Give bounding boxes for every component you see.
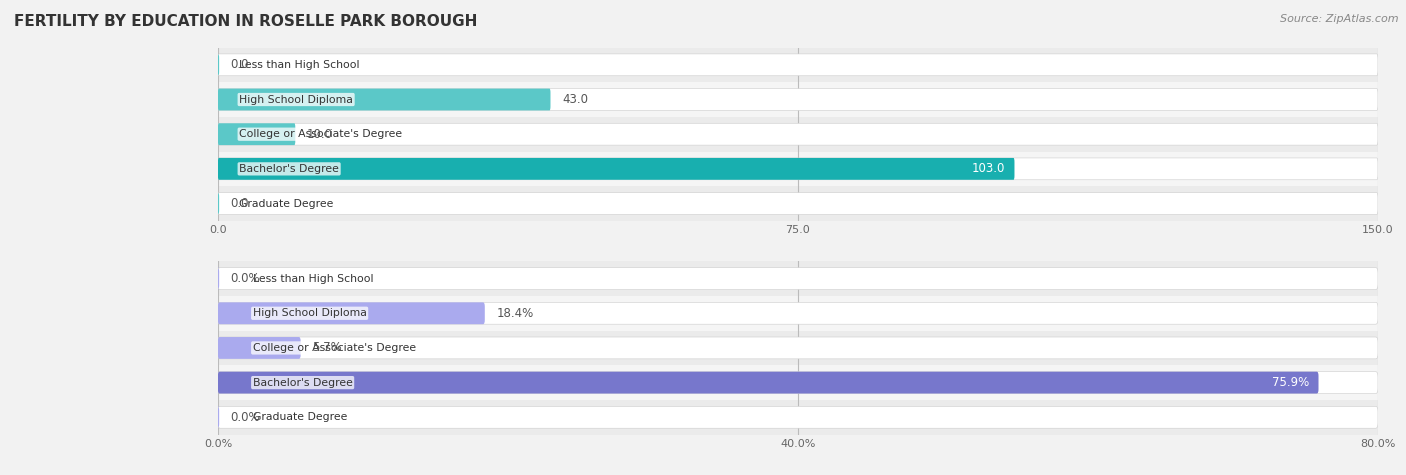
FancyBboxPatch shape (218, 407, 1378, 428)
Text: College or Associate's Degree: College or Associate's Degree (239, 129, 402, 139)
Text: High School Diploma: High School Diploma (253, 308, 367, 318)
Text: College or Associate's Degree: College or Associate's Degree (253, 343, 416, 353)
Text: 18.4%: 18.4% (496, 307, 533, 320)
FancyBboxPatch shape (218, 337, 301, 359)
Text: 0.0%: 0.0% (231, 411, 260, 424)
Bar (218, 261, 1378, 296)
FancyBboxPatch shape (218, 372, 1319, 393)
Text: Less than High School: Less than High School (239, 60, 360, 70)
FancyBboxPatch shape (218, 337, 1378, 359)
Bar (218, 186, 1378, 221)
FancyBboxPatch shape (218, 158, 1015, 180)
FancyBboxPatch shape (218, 268, 219, 289)
FancyBboxPatch shape (218, 303, 1378, 324)
Bar (218, 48, 1378, 82)
Text: Less than High School: Less than High School (253, 274, 373, 284)
Text: 75.9%: 75.9% (1272, 376, 1309, 389)
FancyBboxPatch shape (218, 89, 1378, 110)
FancyBboxPatch shape (218, 303, 485, 324)
Text: FERTILITY BY EDUCATION IN ROSELLE PARK BOROUGH: FERTILITY BY EDUCATION IN ROSELLE PARK B… (14, 14, 478, 29)
FancyBboxPatch shape (218, 54, 1378, 76)
Text: Bachelor's Degree: Bachelor's Degree (253, 378, 353, 388)
Text: Graduate Degree: Graduate Degree (253, 412, 347, 422)
Text: 0.0%: 0.0% (231, 272, 260, 285)
FancyBboxPatch shape (218, 372, 1378, 393)
FancyBboxPatch shape (218, 124, 1378, 145)
Bar (218, 82, 1378, 117)
FancyBboxPatch shape (218, 193, 1378, 214)
Text: Source: ZipAtlas.com: Source: ZipAtlas.com (1281, 14, 1399, 24)
Text: 0.0: 0.0 (231, 197, 249, 210)
Bar (218, 365, 1378, 400)
FancyBboxPatch shape (218, 89, 551, 110)
FancyBboxPatch shape (218, 268, 1378, 289)
Text: 10.0: 10.0 (307, 128, 333, 141)
Bar (218, 331, 1378, 365)
Text: Bachelor's Degree: Bachelor's Degree (239, 164, 339, 174)
Text: High School Diploma: High School Diploma (239, 95, 353, 104)
Text: 103.0: 103.0 (972, 162, 1005, 175)
Bar (218, 296, 1378, 331)
Bar (218, 400, 1378, 435)
FancyBboxPatch shape (218, 124, 295, 145)
Bar (218, 152, 1378, 186)
Text: 43.0: 43.0 (562, 93, 588, 106)
Text: Graduate Degree: Graduate Degree (239, 199, 333, 209)
Text: 5.7%: 5.7% (312, 342, 342, 354)
FancyBboxPatch shape (218, 158, 1378, 180)
FancyBboxPatch shape (218, 407, 219, 428)
Text: 0.0: 0.0 (231, 58, 249, 71)
Bar (218, 117, 1378, 152)
